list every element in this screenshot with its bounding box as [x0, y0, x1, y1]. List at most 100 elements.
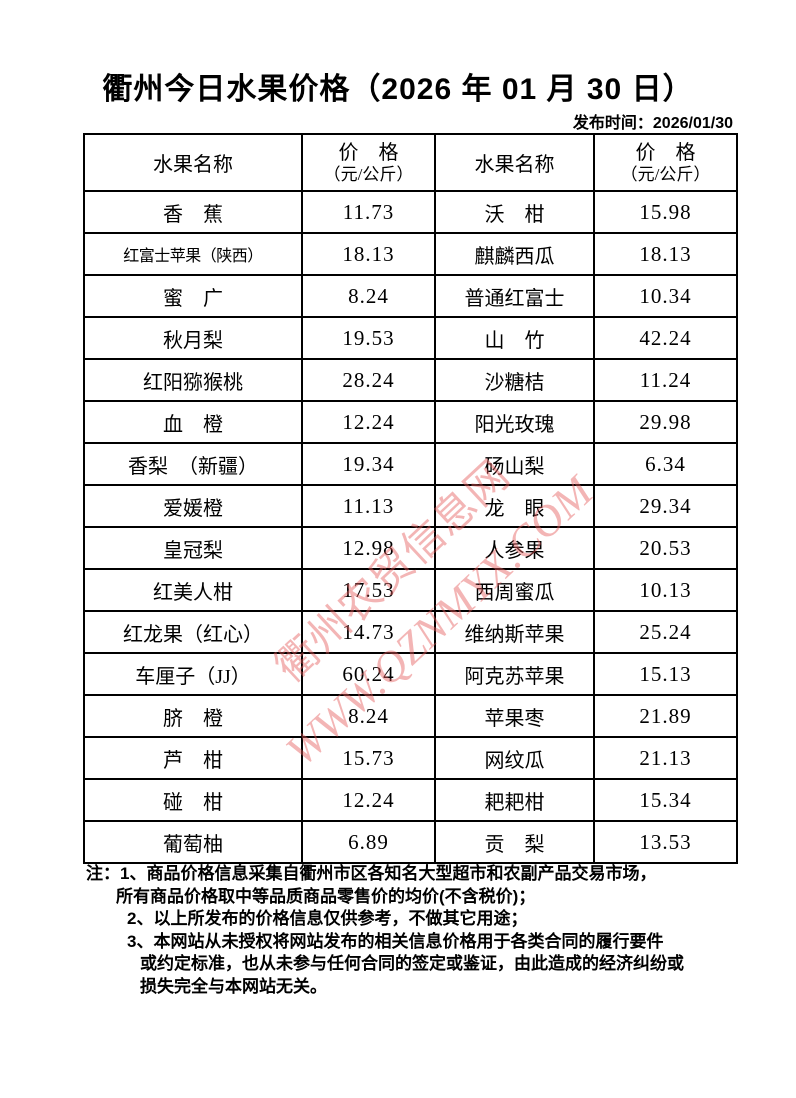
table-row: 红龙果（红心） 14.73 维纳斯苹果 25.24: [83, 610, 738, 654]
fruit-name-cell: 麒麟西瓜: [434, 232, 595, 276]
table-row: 血 橙 12.24 阳光玫瑰 29.98: [83, 400, 738, 444]
table-row: 脐 橙 8.24 苹果枣 21.89: [83, 694, 738, 738]
price-cell: 10.13: [593, 568, 738, 612]
table-row: 秋月梨 19.53 山 竹 42.24: [83, 316, 738, 360]
header-fruit-name-label: 水果名称: [474, 154, 555, 176]
page-title: 衢州今日水果价格（2026 年 01 月 30 日）: [102, 73, 694, 106]
price-cell: 8.24: [301, 694, 436, 738]
fruit-name-cell: 人参果: [434, 526, 595, 570]
table-header-row: 水果名称 价 格 （元/公斤） 水果名称 价 格 （元/公斤）: [83, 133, 738, 192]
price-cell: 19.34: [301, 442, 436, 486]
price-cell: 12.24: [301, 400, 436, 444]
price-cell: 15.98: [593, 190, 738, 234]
table-row: 香梨 （新疆） 19.34 砀山梨 6.34: [83, 442, 738, 486]
price-cell: 17.53: [301, 568, 436, 612]
note-line: 或约定标准，也从未参与任何合同的签定或鉴证，由此造成的经济纠纷或: [140, 954, 684, 974]
table-row: 车厘子（JJ） 60.24 阿克苏苹果 15.13: [83, 652, 738, 696]
fruit-name-cell: 阳光玫瑰: [434, 400, 595, 444]
table-row: 香 蕉 11.73 沃 柑 15.98: [83, 190, 738, 234]
table-row: 红富士苹果（陕西） 18.13 麒麟西瓜 18.13: [83, 232, 738, 276]
price-cell: 20.53: [593, 526, 738, 570]
header-price-label: 价 格: [338, 141, 399, 164]
price-cell: 15.73: [301, 736, 436, 780]
fruit-name-cell: 葡萄柚: [83, 820, 303, 864]
price-cell: 42.24: [593, 316, 738, 360]
price-cell: 11.13: [301, 484, 436, 528]
note-line: 2、以上所发布的价格信息仅供参考，不做其它用途；: [127, 909, 528, 929]
notes: 注：1、商品价格信息采集自衢州市区各知名大型超市和农副产品交易市场， 所有商品价格…: [86, 863, 751, 999]
header-fruit-name-left: 水果名称: [83, 133, 303, 192]
price-cell: 21.13: [593, 736, 738, 780]
price-cell: 60.24: [301, 652, 436, 696]
price-cell: 29.98: [593, 400, 738, 444]
header-price-right: 价 格 （元/公斤）: [593, 133, 738, 192]
fruit-name-cell: 血 橙: [83, 400, 303, 444]
fruit-name-cell: 龙 眼: [434, 484, 595, 528]
header-price-left: 价 格 （元/公斤）: [301, 133, 436, 192]
fruit-name-cell: 红阳猕猴桃: [83, 358, 303, 402]
fruit-name-cell: 红富士苹果（陕西）: [83, 232, 303, 276]
table-row: 芦 柑 15.73 网纹瓜 21.13: [83, 736, 738, 780]
price-cell: 10.34: [593, 274, 738, 318]
fruit-name-cell: 车厘子（JJ）: [83, 652, 303, 696]
header-price-unit: （元/公斤）: [620, 164, 711, 184]
fruit-name-cell: 砀山梨: [434, 442, 595, 486]
header-fruit-name-label: 水果名称: [153, 154, 233, 176]
price-cell: 12.24: [301, 778, 436, 822]
table-row: 皇冠梨 12.98 人参果 20.53: [83, 526, 738, 570]
price-cell: 21.89: [593, 694, 738, 738]
publish-time: 发布时间：2026/01/30: [572, 115, 733, 132]
fruit-name-cell: 耙耙柑: [434, 778, 595, 822]
price-table-head: 水果名称 价 格 （元/公斤） 水果名称 价 格 （元/公斤）: [83, 133, 738, 192]
header-fruit-name-right: 水果名称: [434, 133, 595, 192]
fruit-name-cell: 芦 柑: [83, 736, 303, 780]
fruit-name-cell: 山 竹: [434, 316, 595, 360]
table-row: 红阳猕猴桃 28.24 沙糖桔 11.24: [83, 358, 738, 402]
fruit-name-cell: 普通红富士: [434, 274, 595, 318]
price-cell: 14.73: [301, 610, 436, 654]
fruit-name-cell: 爱媛橙: [83, 484, 303, 528]
fruit-name-cell: 碰 柑: [83, 778, 303, 822]
note-line: 损失完全与本网站无关。: [140, 976, 327, 996]
price-cell: 11.73: [301, 190, 436, 234]
fruit-name-cell: 沙糖桔: [434, 358, 595, 402]
note-line: 注：1、商品价格信息采集自衢州市区各知名大型超市和农副产品交易市场，: [86, 864, 657, 883]
fruit-name-cell: 苹果枣: [434, 694, 595, 738]
fruit-name-cell: 红龙果（红心）: [83, 610, 303, 654]
fruit-name-cell: 脐 橙: [83, 694, 303, 738]
price-cell: 29.34: [593, 484, 738, 528]
fruit-name-cell: 秋月梨: [83, 316, 303, 360]
table-row: 红美人柑 17.53 西周蜜瓜 10.13: [83, 568, 738, 612]
price-cell: 18.13: [301, 232, 436, 276]
table-row: 葡萄柚 6.89 贡 梨 13.53: [83, 820, 738, 864]
price-cell: 11.24: [593, 358, 738, 402]
price-cell: 15.13: [593, 652, 738, 696]
price-cell: 6.89: [301, 820, 436, 864]
price-cell: 25.24: [593, 610, 738, 654]
table-row: 爱媛橙 11.13 龙 眼 29.34: [83, 484, 738, 528]
price-cell: 6.34: [593, 442, 738, 486]
price-table: 水果名称 价 格 （元/公斤） 水果名称 价 格 （元/公斤） 香 蕉 11.73…: [83, 133, 738, 864]
price-cell: 15.34: [593, 778, 738, 822]
fruit-name-cell: 维纳斯苹果: [434, 610, 595, 654]
table-row: 蜜 广 8.24 普通红富士 10.34: [83, 274, 738, 318]
header-price-label: 价 格: [635, 141, 696, 164]
fruit-name-cell: 贡 梨: [434, 820, 595, 864]
note-line: 所有商品价格取中等品质商品零售价的均价(不含税价)；: [116, 886, 536, 906]
note-line: 3、本网站从未授权将网站发布的相关信息价格用于各类合同的履行要件: [127, 931, 664, 951]
price-table-body: 香 蕉 11.73 沃 柑 15.98 红富士苹果（陕西） 18.13 麒麟西瓜 18.13 蜜…: [83, 190, 738, 864]
fruit-name-cell: 西周蜜瓜: [434, 568, 595, 612]
fruit-name-cell: 皇冠梨: [83, 526, 303, 570]
price-cell: 12.98: [301, 526, 436, 570]
fruit-name-cell: 蜜 广: [83, 274, 303, 318]
fruit-name-cell: 网纹瓜: [434, 736, 595, 780]
price-cell: 13.53: [593, 820, 738, 864]
price-cell: 19.53: [301, 316, 436, 360]
fruit-name-cell: 香 蕉: [83, 190, 303, 234]
price-cell: 28.24: [301, 358, 436, 402]
header-price-unit: （元/公斤）: [323, 164, 414, 184]
price-cell: 8.24: [301, 274, 436, 318]
table-row: 碰 柑 12.24 耙耙柑 15.34: [83, 778, 738, 822]
fruit-name-cell: 阿克苏苹果: [434, 652, 595, 696]
